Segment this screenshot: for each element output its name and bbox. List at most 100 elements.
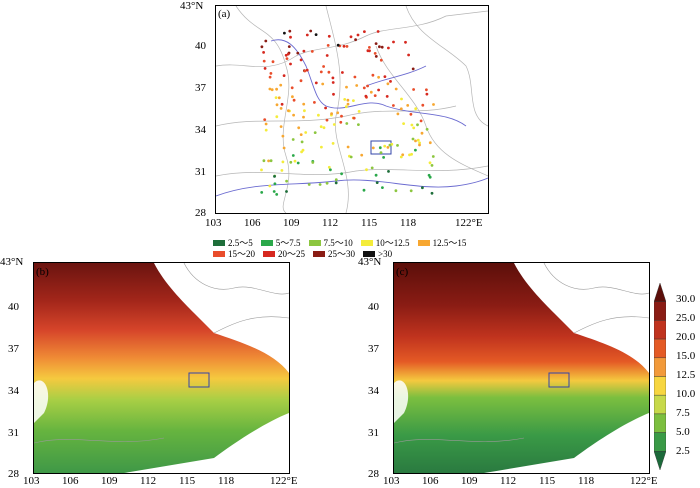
station-dot	[430, 191, 434, 195]
station-dot	[284, 53, 288, 57]
station-dot	[375, 181, 379, 185]
panel-a-y-tick: 28	[195, 207, 206, 219]
station-dot	[420, 131, 424, 135]
station-dot	[282, 146, 286, 150]
station-dot	[331, 76, 335, 80]
station-dot	[273, 175, 276, 178]
station-dot	[370, 166, 374, 170]
station-dot	[332, 92, 335, 96]
station-dot	[299, 79, 303, 83]
station-dot	[321, 82, 325, 86]
station-dot	[287, 45, 291, 48]
station-dot	[262, 159, 266, 163]
station-dot	[340, 172, 343, 176]
station-dot	[285, 57, 289, 60]
colorbar-segment	[654, 376, 666, 396]
station-dot	[262, 59, 266, 63]
station-dot	[287, 109, 290, 113]
station-dot	[272, 190, 276, 193]
station-dot	[263, 118, 267, 121]
panel-a-label: (a)	[218, 8, 231, 20]
station-dot	[406, 104, 410, 107]
station-dot	[421, 103, 425, 107]
legend-label: >30	[378, 248, 393, 259]
station-dot	[271, 60, 275, 64]
station-dot	[386, 146, 390, 149]
station-dot	[378, 146, 382, 150]
station-dot	[394, 189, 398, 193]
station-dot	[313, 101, 316, 104]
station-dot	[270, 88, 274, 92]
station-dot	[360, 153, 364, 157]
station-dot	[277, 96, 281, 100]
colorbar-segment	[654, 301, 666, 321]
station-dot	[325, 118, 329, 122]
station-dot	[275, 87, 278, 91]
station-dot	[299, 58, 303, 62]
legend-label: 25～30	[328, 249, 356, 259]
station-dot	[291, 154, 295, 157]
station-dot	[416, 138, 420, 142]
colorbar-label: 10.0	[676, 388, 696, 400]
colorbar-segment	[654, 320, 666, 340]
station-dot	[275, 193, 279, 196]
legend-item: 25～30	[313, 247, 355, 260]
station-dot	[292, 98, 296, 102]
station-dot	[408, 153, 411, 157]
station-dot	[407, 53, 410, 57]
station-dot	[303, 69, 307, 73]
station-dot	[334, 181, 338, 185]
legend-item: 20～25	[263, 247, 305, 260]
station-dot	[260, 191, 264, 194]
station-dot	[377, 75, 380, 79]
station-dot	[279, 125, 283, 128]
station-dot	[352, 99, 355, 102]
station-dot	[281, 160, 285, 164]
station-dot	[291, 95, 294, 99]
station-dot	[399, 107, 403, 111]
colorbar-segment	[654, 338, 666, 358]
station-dot	[302, 49, 306, 53]
station-dot	[301, 148, 305, 152]
station-dot	[290, 86, 294, 90]
station-legend-row-1: 2.5～5 5～7.5 7.5～10 10～12.5 12.5～15	[213, 236, 474, 249]
panel-b-x-tick: 118	[218, 475, 235, 487]
station-dot	[305, 33, 309, 37]
station-dot	[353, 75, 357, 79]
station-dot	[262, 51, 265, 54]
station-dot	[317, 113, 320, 117]
panel-b-y-tick: 28	[8, 468, 19, 480]
station-dot	[355, 84, 359, 87]
station-dot	[310, 50, 314, 53]
panel-c-x-tick: 115	[539, 475, 556, 487]
station-dot	[302, 115, 305, 119]
station-dot	[349, 35, 353, 39]
station-dot	[319, 125, 323, 129]
station-dot	[380, 45, 384, 49]
station-dot	[389, 80, 392, 83]
station-dot	[418, 143, 421, 147]
station-dot	[379, 151, 383, 155]
station-dot	[383, 144, 387, 148]
station-dot	[374, 55, 378, 58]
panel-a-y-tick: 34	[195, 124, 206, 136]
station-dot	[267, 159, 270, 163]
panel-c-x-tick: 109	[461, 475, 478, 487]
panel-c-x-tick: 103	[383, 475, 400, 487]
legend-swatch	[360, 239, 373, 246]
station-dot	[325, 54, 329, 57]
station-dot	[280, 169, 284, 172]
station-dot	[409, 189, 413, 193]
station-dot	[430, 164, 434, 167]
panel-b-x-tick: 115	[179, 475, 196, 487]
station-dot	[368, 49, 371, 53]
panel-b-x-end-label: 122°E	[270, 475, 298, 487]
station-dot	[399, 155, 403, 159]
legend-label: 10～12.5	[375, 238, 410, 248]
station-dot	[303, 109, 306, 113]
station-dot	[386, 82, 390, 86]
station-dot	[409, 112, 413, 116]
station-dot	[366, 84, 369, 88]
station-dot	[331, 81, 335, 84]
station-dot	[296, 51, 300, 55]
